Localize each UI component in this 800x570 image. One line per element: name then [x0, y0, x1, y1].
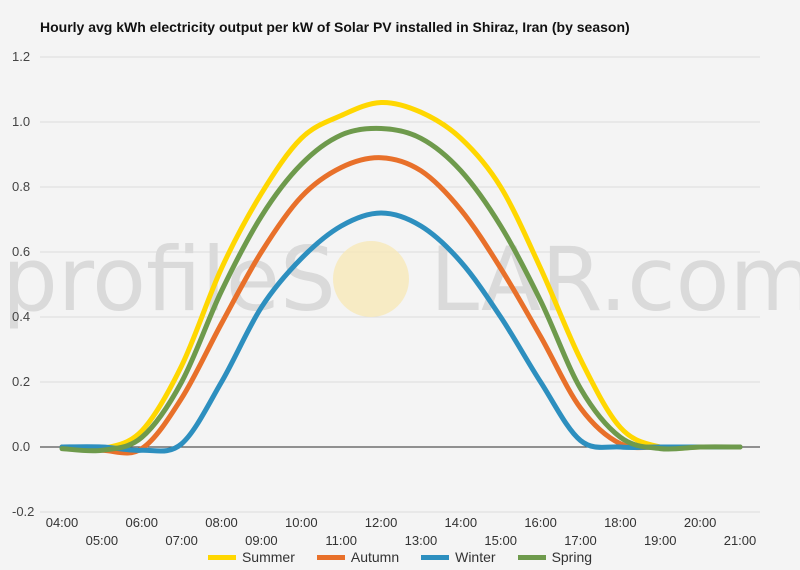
x-tick-label: 20:00 — [684, 515, 717, 530]
x-tick-label: 08:00 — [205, 515, 238, 530]
y-tick-label: 0.8 — [12, 179, 30, 194]
x-tick-label: 06:00 — [125, 515, 158, 530]
y-tick-label: 1.0 — [12, 114, 30, 129]
y-tick-label: -0.2 — [12, 504, 34, 519]
legend-swatch — [207, 554, 236, 560]
x-tick-label: 09:00 — [245, 533, 278, 548]
x-tick-label: 19:00 — [644, 533, 677, 548]
legend-swatch — [517, 554, 546, 560]
legend-label: Spring — [551, 549, 593, 565]
legend-item-winter: Winter — [421, 549, 496, 565]
legend-swatch — [421, 554, 450, 560]
y-tick-label: 0.4 — [12, 309, 30, 324]
x-tick-label: 17:00 — [564, 533, 597, 548]
x-tick-label: 18:00 — [604, 515, 637, 530]
watermark-text-left: profileS — [2, 228, 336, 331]
y-tick-label: 0.0 — [12, 439, 30, 454]
x-tick-label: 16:00 — [524, 515, 557, 530]
x-tick-label: 14:00 — [445, 515, 478, 530]
legend: Summer Autumn Winter Spring — [0, 549, 800, 565]
series-line-autumn — [59, 155, 743, 456]
chart-title: Hourly avg kWh electricity output per kW… — [40, 19, 630, 35]
x-tick-label: 04:00 — [46, 515, 79, 530]
sun-icon — [333, 241, 409, 317]
x-tick-label: 11:00 — [325, 533, 357, 548]
legend-label: Autumn — [350, 549, 400, 565]
x-tick-label: 13:00 — [405, 533, 438, 548]
y-tick-label: 0.6 — [12, 244, 30, 259]
series-line-summer — [59, 99, 743, 453]
x-tick-label: 21:00 — [724, 533, 757, 548]
x-tick-label: 12:00 — [365, 515, 398, 530]
watermark: profileS LAR.com — [2, 228, 800, 331]
series-line-winter — [59, 210, 743, 454]
series-line-spring — [59, 125, 743, 454]
x-axis: 04:00 05:00 06:00 07:00 08:00 09:00 10:00 11:00… — [46, 515, 757, 548]
x-tick-label: 07:00 — [165, 533, 198, 548]
x-tick-label: 05:00 — [86, 533, 119, 548]
legend-item-autumn: Autumn — [316, 549, 400, 565]
y-axis: 1.2 1.0 0.8 0.6 0.4 0.2 0.0 -0.2 — [12, 49, 34, 519]
legend-swatch — [316, 554, 345, 560]
x-tick-label: 15:00 — [484, 533, 517, 548]
y-tick-label: 0.2 — [12, 374, 30, 389]
legend-label: Summer — [241, 549, 295, 565]
y-tick-label: 1.2 — [12, 49, 30, 64]
series-lines — [59, 99, 743, 456]
watermark-text-right: LAR.com — [430, 228, 800, 331]
legend-label: Winter — [455, 549, 496, 565]
x-tick-label: 10:00 — [285, 515, 318, 530]
legend-item-spring: Spring — [517, 549, 593, 565]
legend-item-summer: Summer — [207, 549, 295, 565]
